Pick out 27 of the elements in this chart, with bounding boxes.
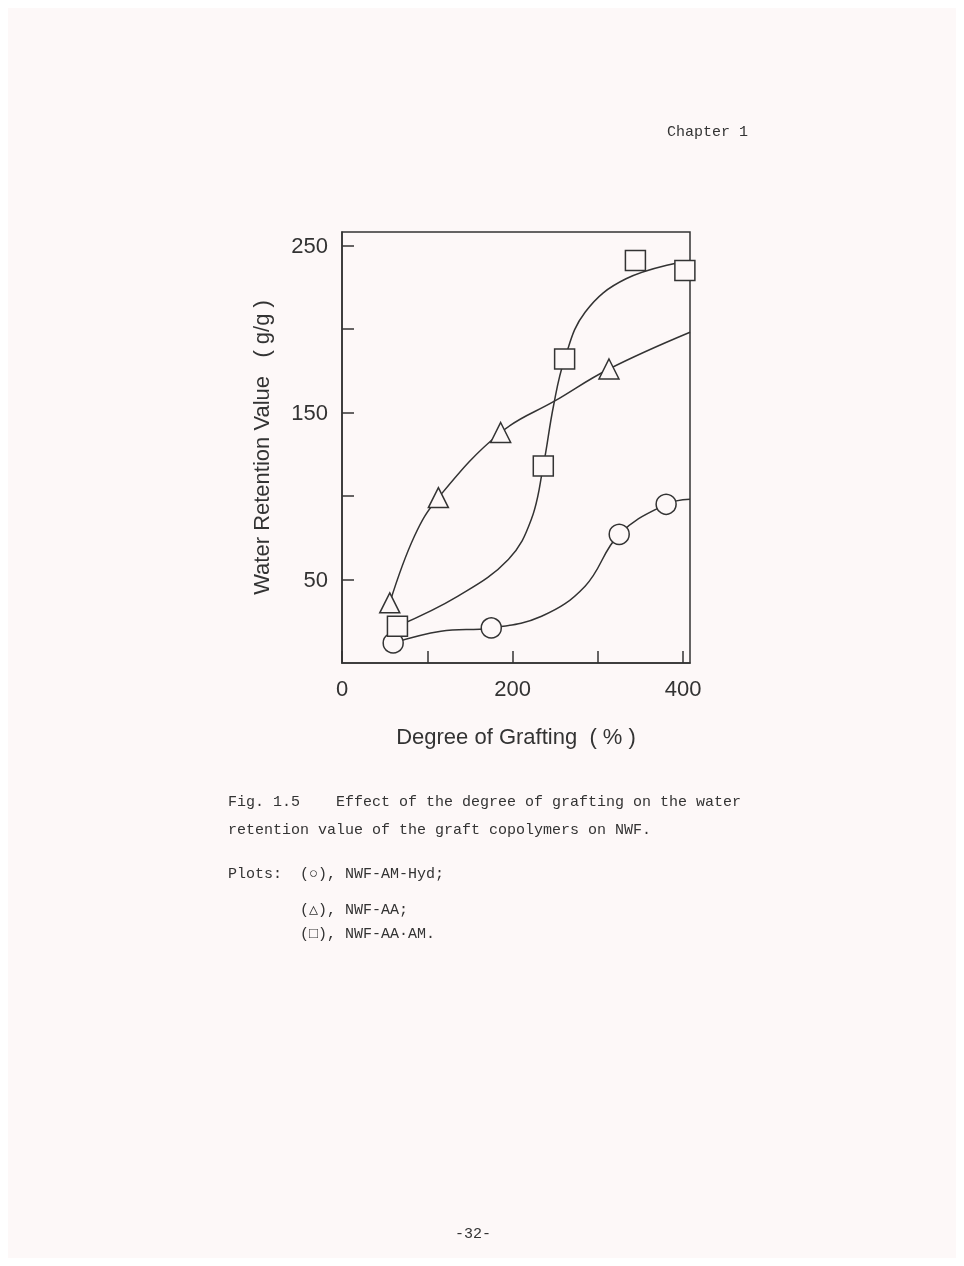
point — [489, 421, 512, 444]
text: (△), NWF-AA; — [300, 901, 409, 919]
point — [427, 486, 450, 509]
y-tick-label: 50 — [303, 566, 328, 592]
text: Chapter 1 — [667, 124, 749, 141]
point — [624, 249, 647, 272]
x-tick-label: 400 — [664, 675, 702, 701]
point — [480, 617, 503, 639]
point — [655, 493, 677, 516]
point — [674, 259, 696, 282]
point — [553, 348, 576, 370]
text: -32- — [455, 1226, 492, 1243]
text: (□), NWF-AA·AM. — [300, 926, 436, 943]
point — [598, 358, 620, 380]
point — [386, 615, 409, 637]
x-tick-label: 0 — [335, 675, 349, 701]
x-tick-label: 200 — [494, 675, 531, 701]
point — [608, 523, 630, 546]
text: Plots: (○), NWF-AM-Hyd; — [228, 866, 445, 883]
caption: Fig. 1.5 Effect of the degree of grafting on the water — [228, 794, 742, 811]
point — [532, 455, 555, 477]
point — [379, 592, 401, 614]
y-tick-label: 250 — [291, 232, 328, 258]
y-tick-label: 150 — [291, 399, 328, 425]
y-axis-title: Water Retention Value ( g/g ) — [248, 300, 274, 595]
text: retention value of the graft copolymers on NWF. — [228, 822, 652, 839]
x-axis-title: Degree of Grafting ( % ) — [396, 723, 636, 749]
